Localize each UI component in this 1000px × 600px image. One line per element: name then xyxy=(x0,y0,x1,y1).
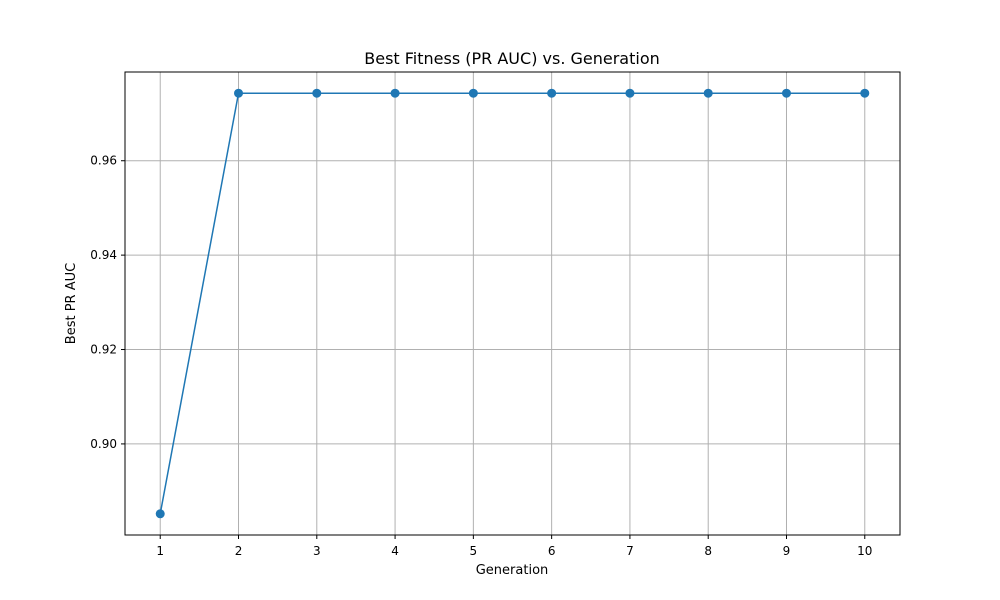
data-point-marker xyxy=(547,88,557,98)
x-tick-label: 8 xyxy=(704,544,712,558)
series-line xyxy=(159,92,865,514)
x-axis-label: Generation xyxy=(476,563,549,578)
chart-title: Best Fitness (PR AUC) vs. Generation xyxy=(364,49,660,68)
x-tick-label: 10 xyxy=(857,544,872,558)
data-point-marker xyxy=(703,88,713,98)
data-point-marker xyxy=(781,88,791,98)
data-point-marker xyxy=(625,88,635,98)
x-tick-label: 4 xyxy=(391,544,399,558)
data-point-marker xyxy=(860,88,870,98)
x-tick-label: 7 xyxy=(626,544,634,558)
x-tick-label: 1 xyxy=(156,544,164,558)
x-tick-label: 3 xyxy=(313,544,321,558)
series-layer xyxy=(155,88,870,519)
x-tick-label: 6 xyxy=(548,544,556,558)
ticks-layer: 1 2 3 4 5 6 7 8 9 10 0.90 0.92 0.94 0.96 xyxy=(90,154,872,558)
data-point-marker xyxy=(312,88,322,98)
y-axis-label: Best PR AUC xyxy=(64,263,79,344)
data-point-marker xyxy=(390,88,400,98)
x-tick-label: 9 xyxy=(783,544,791,558)
y-tick-label: 0.92 xyxy=(90,343,117,357)
data-point-marker xyxy=(468,88,478,98)
plot-area-frame xyxy=(124,71,901,536)
x-tick-label: 2 xyxy=(235,544,243,558)
grid-layer xyxy=(125,72,900,535)
y-tick-label: 0.94 xyxy=(90,248,117,262)
y-tick-label: 0.96 xyxy=(90,154,117,168)
y-tick-label: 0.90 xyxy=(90,437,117,451)
data-point-marker xyxy=(234,88,244,98)
x-tick-label: 5 xyxy=(470,544,478,558)
data-point-marker xyxy=(155,509,165,519)
